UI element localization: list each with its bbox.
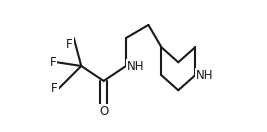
Text: F: F: [51, 82, 58, 95]
Text: F: F: [66, 38, 73, 51]
Text: F: F: [49, 56, 56, 69]
Text: NH: NH: [196, 69, 214, 82]
Text: NH: NH: [127, 60, 144, 72]
Text: O: O: [99, 105, 108, 118]
